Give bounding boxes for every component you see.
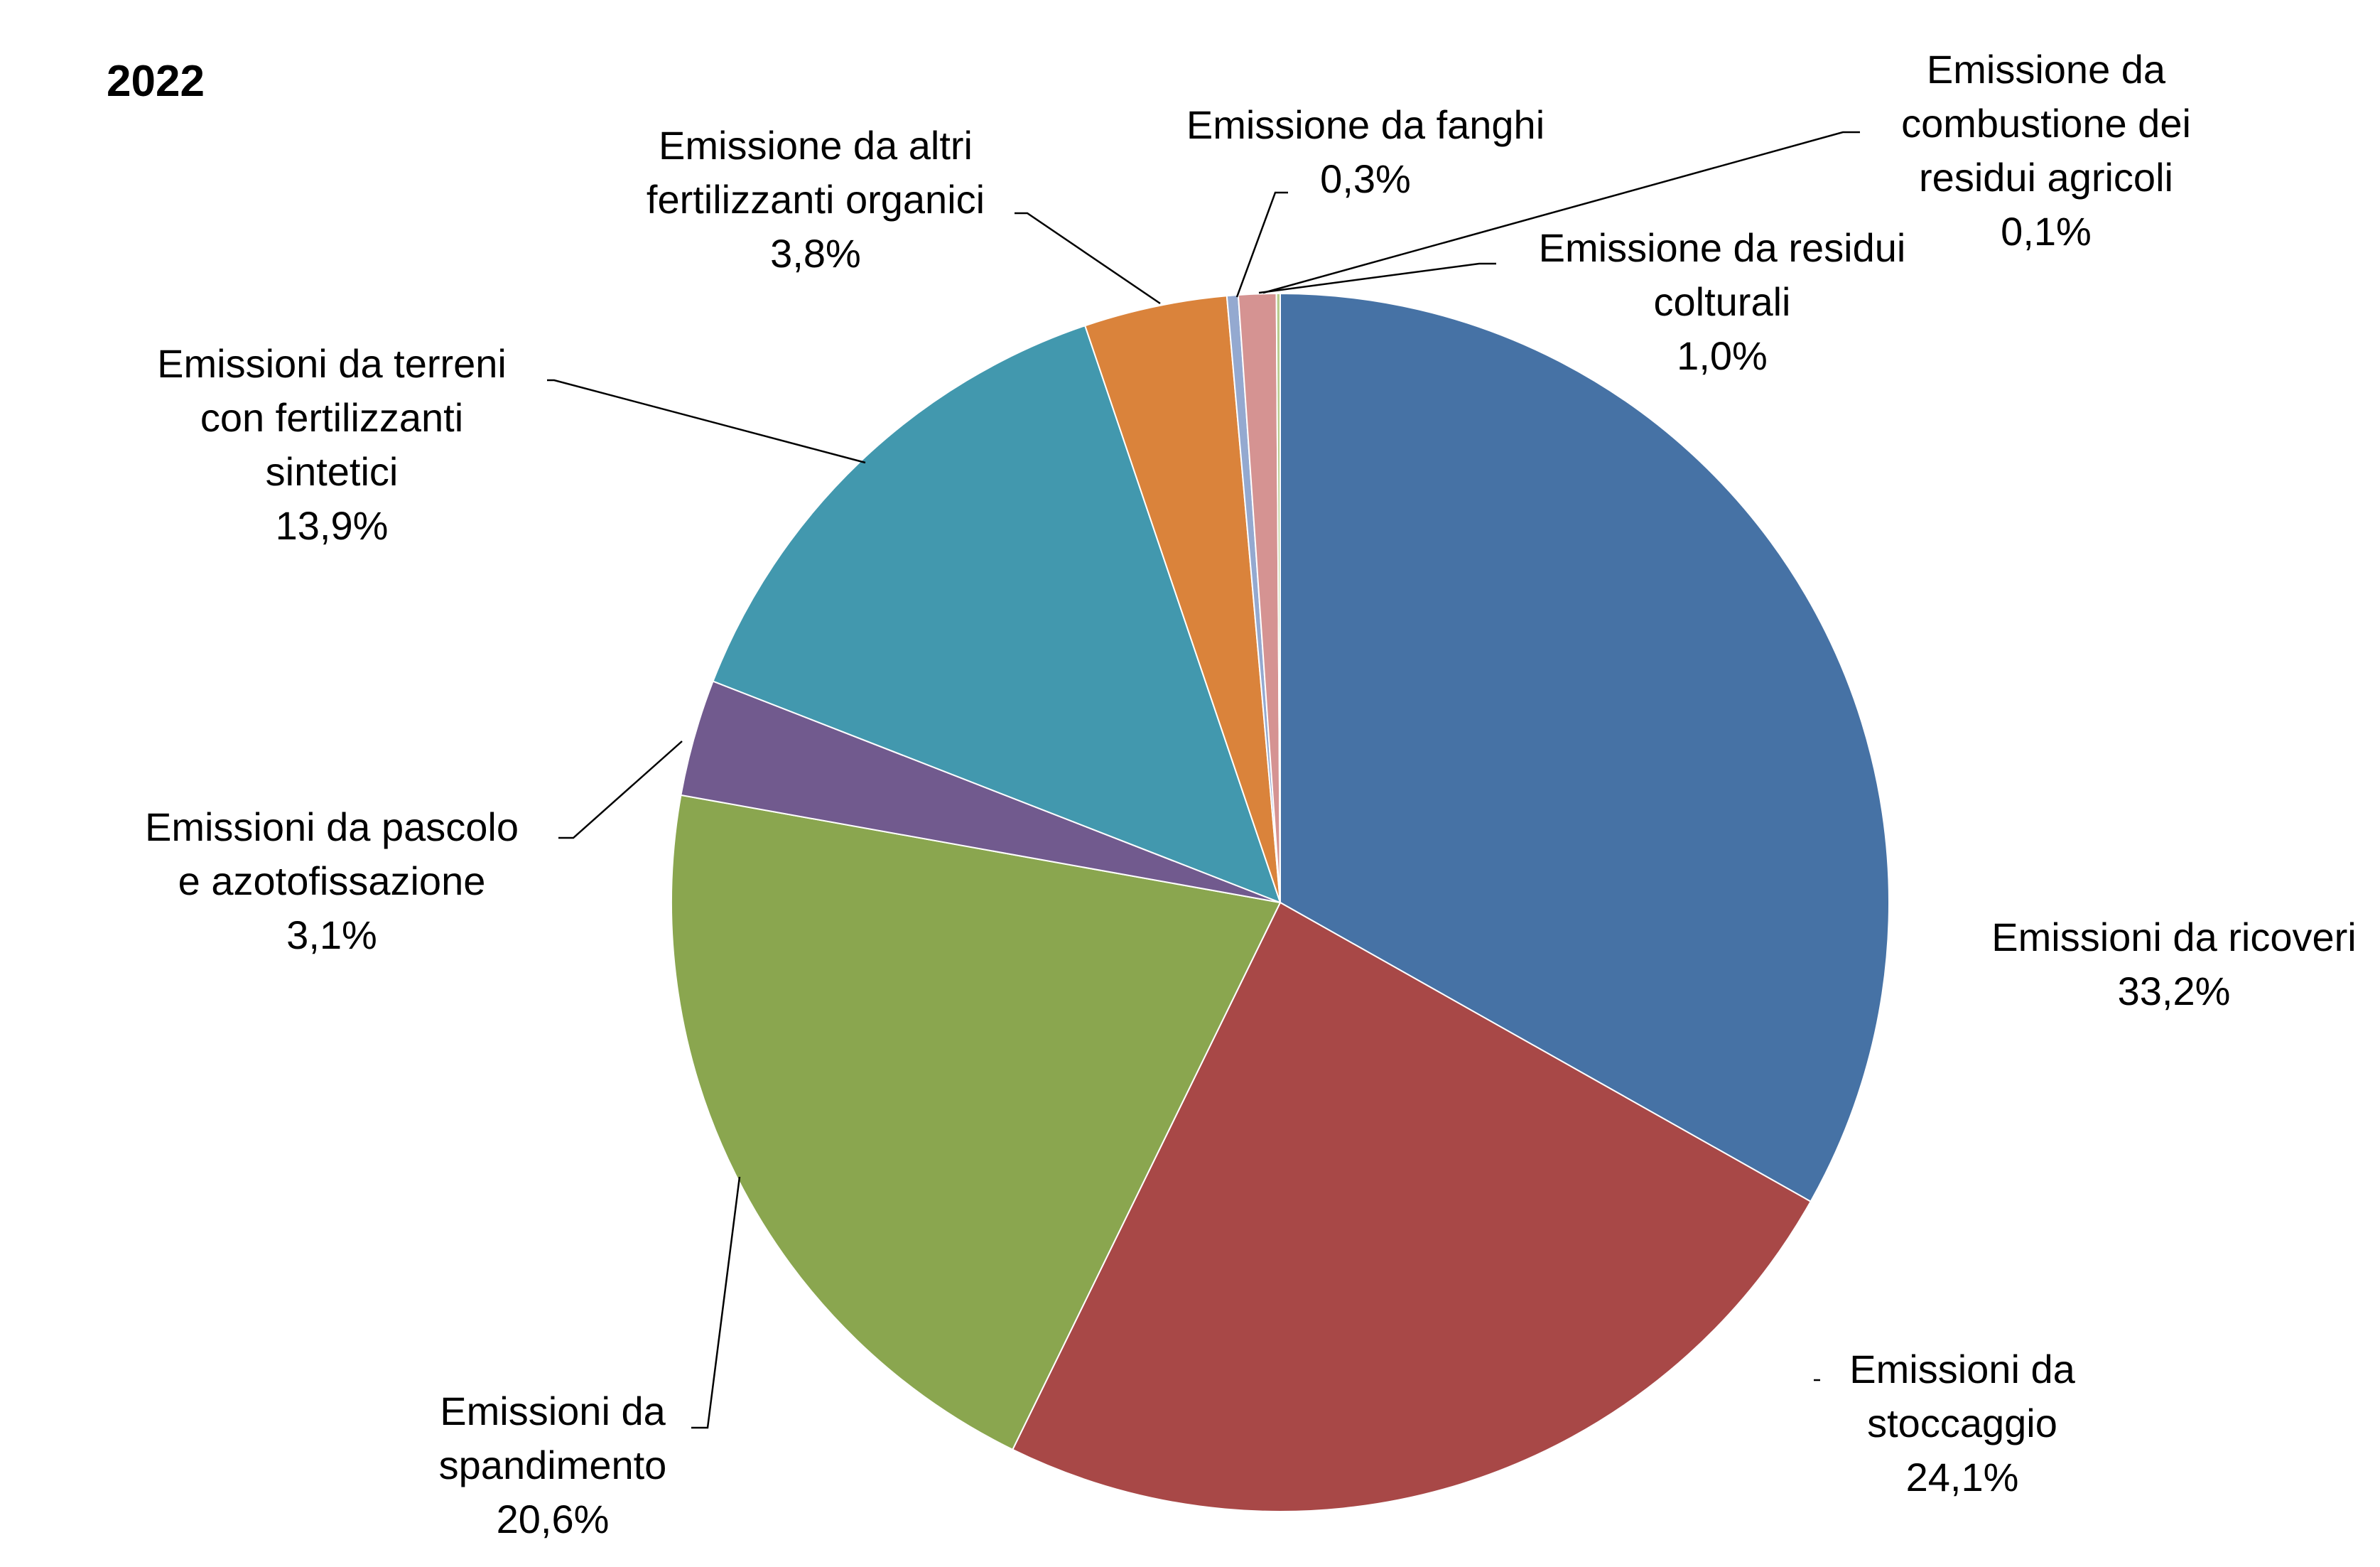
leader-line xyxy=(1258,262,1496,294)
slice-value-label: 1,0% xyxy=(1677,333,1768,378)
slice-value-label: 13,9% xyxy=(276,503,389,548)
slice-name-line: residui agricoli xyxy=(1919,155,2173,200)
pie-slices xyxy=(671,292,1890,1512)
slice-name-line: Emissioni da terreni xyxy=(157,341,507,386)
slice-label: Emissione da fanghi 0,3% xyxy=(1186,102,1545,201)
slice-label: Emissione da altri fertilizzanti organici… xyxy=(647,123,985,276)
pie-slice xyxy=(712,324,1282,904)
slice-value-label: 0,3% xyxy=(1320,156,1411,201)
slice-label: Emissioni da stoccaggio 24,1% xyxy=(1849,1347,2075,1499)
slice-name-line: fertilizzanti organici xyxy=(647,177,985,222)
slice-value-label: 3,1% xyxy=(286,912,377,957)
pie-slice xyxy=(1280,292,1890,1203)
slice-value-label: 3,8% xyxy=(770,231,861,276)
slice-label: Emissione da residui colturali 1,0% xyxy=(1539,225,1906,378)
leader-line xyxy=(558,741,683,839)
leader-line xyxy=(1262,131,1860,294)
slice-name-line: Emissioni da ricoveri xyxy=(1991,915,2357,959)
leader-line xyxy=(1015,212,1161,305)
slice-name-line: combustione dei xyxy=(1901,101,2191,146)
slice-name-line: Emissioni da pascolo xyxy=(145,804,519,849)
leader-line xyxy=(691,1176,741,1429)
slice-name-line: Emissioni da xyxy=(1849,1347,2075,1391)
pie-slice xyxy=(1083,295,1281,903)
slice-label: Emissioni da ricoveri 33,2% xyxy=(1991,915,2357,1013)
slice-label: Emissioni da spandimento 20,6% xyxy=(439,1389,667,1541)
slice-name-line: e azotofissazione xyxy=(178,858,486,903)
slice-name-line: Emissione da fanghi xyxy=(1186,102,1545,147)
slice-name-line: Emissione da residui xyxy=(1539,225,1906,270)
slice-value-label: 24,1% xyxy=(1906,1455,2019,1499)
slice-value-label: 0,1% xyxy=(2001,209,2092,254)
pie-slice xyxy=(671,794,1282,1451)
slice-name-line: Emissione da altri xyxy=(659,123,973,168)
slice-name-line: colturali xyxy=(1654,279,1791,324)
chart-title: 2022 xyxy=(107,57,205,106)
slice-name-line: sintetici xyxy=(266,449,399,494)
slice-name-line: stoccaggio xyxy=(1867,1401,2057,1445)
slice-labels: Emissioni da ricoveri 33,2% Emissioni da st… xyxy=(145,47,2357,1541)
leader-line xyxy=(547,379,866,464)
pie-slice xyxy=(1011,901,1812,1512)
slice-label: Emissione da combustione dei residui agric… xyxy=(1901,47,2191,254)
slice-name-line: spandimento xyxy=(439,1443,667,1487)
leader-line xyxy=(1235,191,1288,298)
pie-slice xyxy=(1275,292,1281,903)
slice-name-line: con fertilizzanti xyxy=(200,395,463,440)
slice-name-line: Emissione da xyxy=(1927,47,2166,92)
slice-value-label: 33,2% xyxy=(2118,969,2231,1013)
leader-lines xyxy=(547,131,1860,1429)
slice-label: Emissioni da pascolo e azotofissazione 3,1… xyxy=(145,804,519,957)
slice-label: Emissioni da terreni con fertilizzanti sin… xyxy=(157,341,507,548)
slice-name-line: Emissioni da xyxy=(440,1389,666,1433)
slice-value-label: 20,6% xyxy=(497,1497,610,1541)
